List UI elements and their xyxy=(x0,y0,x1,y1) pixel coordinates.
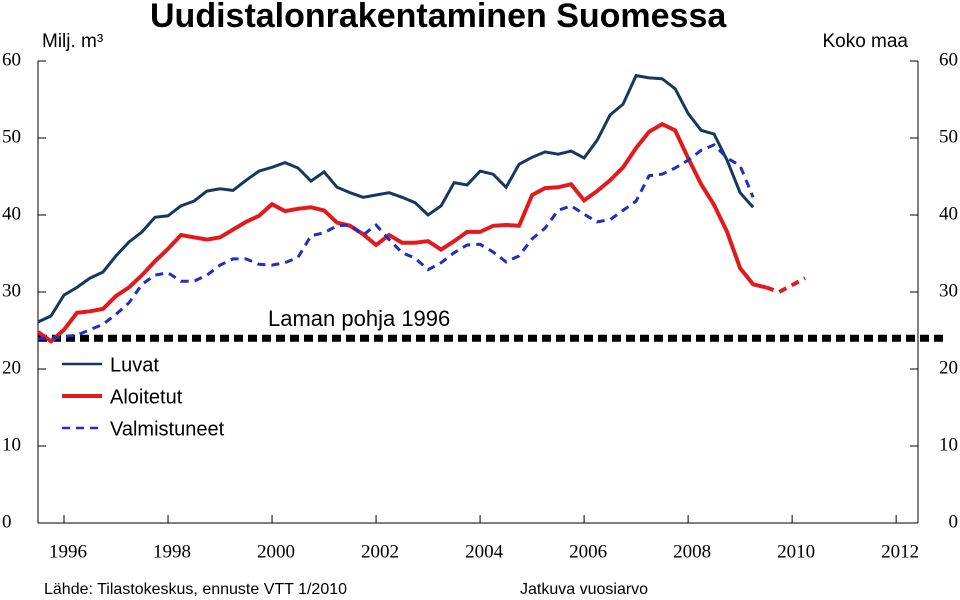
x-tick-label: 2006 xyxy=(569,541,607,562)
series-line xyxy=(36,121,767,344)
source: Lähde: Tilastokeskus, ennuste VTT 1/2010 xyxy=(44,581,347,598)
x-tick-label: 2000 xyxy=(257,541,295,562)
series-line xyxy=(37,73,755,324)
y-tick-label: 0 xyxy=(2,511,12,532)
note: Jatkuva vuosiarvo xyxy=(520,581,648,598)
x-tick-label: 2004 xyxy=(465,541,504,562)
series-line xyxy=(765,276,807,295)
legend-label: Aloitetut xyxy=(110,386,183,408)
y-tick-label: 10 xyxy=(2,434,21,455)
y2-tick-label: 30 xyxy=(939,280,958,301)
y-tick-label: 50 xyxy=(2,126,21,147)
x-tick-label: 1998 xyxy=(153,541,191,562)
y2-tick-label: 40 xyxy=(939,203,958,224)
y-tick-label: 60 xyxy=(2,49,21,70)
x-tick-label: 2012 xyxy=(881,541,919,562)
chart-title: Uudistalonrakentaminen Suomessa xyxy=(150,0,727,35)
region-label: Koko maa xyxy=(822,31,908,52)
legend-label: Valmistuneet xyxy=(110,418,225,440)
y-label: Milj. m³ xyxy=(42,31,103,52)
x-tick-label: 2008 xyxy=(673,541,711,562)
x-tick-label: 1996 xyxy=(49,541,87,562)
y-tick-label: 40 xyxy=(2,203,21,224)
x-tick-label: 2002 xyxy=(361,541,399,562)
y2-tick-label: 50 xyxy=(939,126,958,147)
y2-tick-label: 20 xyxy=(939,357,958,378)
x-tick-label: 2010 xyxy=(777,541,815,562)
legend-label: Luvat xyxy=(110,354,159,376)
y-tick-label: 20 xyxy=(2,357,21,378)
y2-tick-label: 10 xyxy=(939,434,958,455)
y2-tick-label: 0 xyxy=(949,511,959,532)
y-tick-label: 30 xyxy=(2,280,21,301)
series-line xyxy=(37,143,755,341)
y2-tick-label: 60 xyxy=(939,49,958,70)
reference-label: Laman pohja 1996 xyxy=(268,306,450,331)
